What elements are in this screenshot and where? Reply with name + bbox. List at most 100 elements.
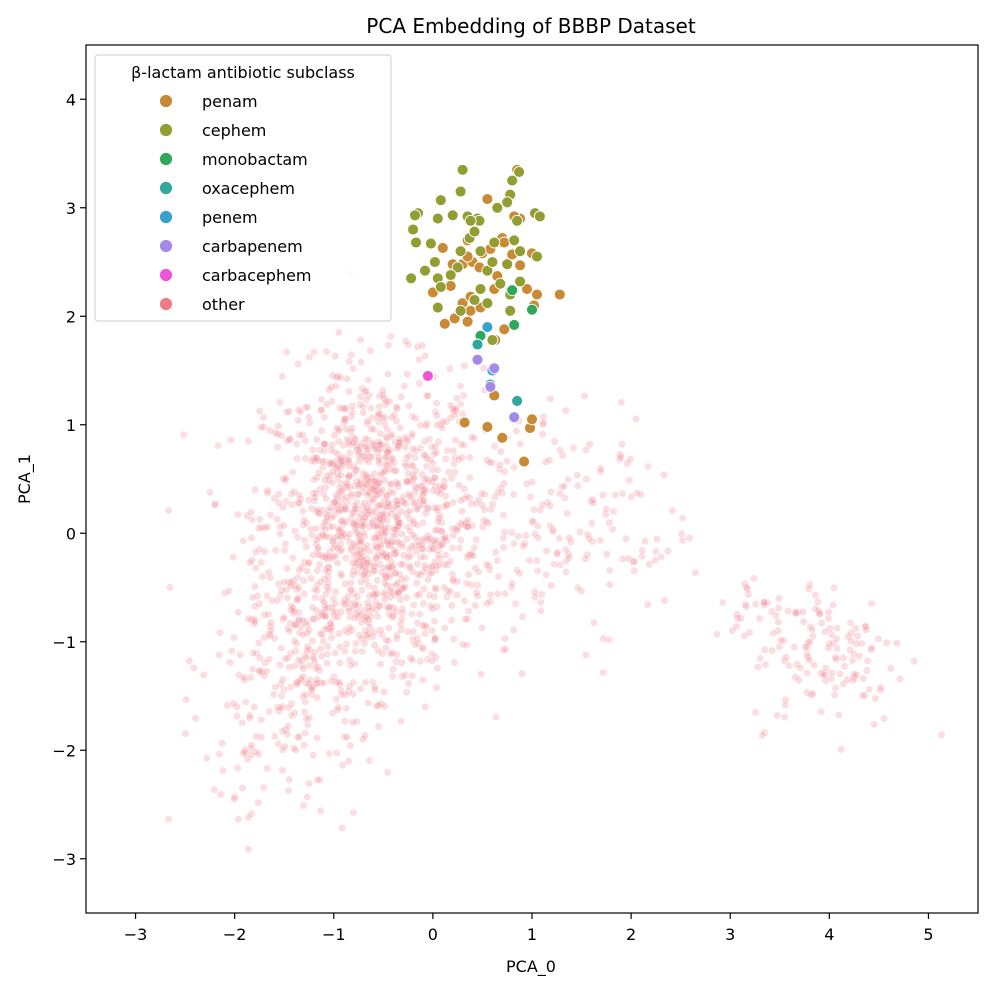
point-other <box>608 525 617 534</box>
point-penam <box>531 288 543 301</box>
point-other <box>397 615 406 624</box>
point-other <box>344 628 353 637</box>
point-other <box>406 552 415 560</box>
point-other <box>318 457 327 466</box>
point-other <box>370 641 379 650</box>
point-other <box>355 538 364 547</box>
point-other <box>325 547 334 556</box>
point-other <box>322 517 331 526</box>
point-other <box>273 515 281 524</box>
point-other <box>294 678 302 686</box>
point-other <box>466 551 475 560</box>
point-other <box>336 374 345 382</box>
point-other <box>449 446 457 455</box>
point-other <box>367 473 375 482</box>
point-other <box>278 727 287 735</box>
point-other <box>314 508 323 517</box>
point-other <box>528 517 536 526</box>
point-other <box>420 561 429 570</box>
point-other <box>365 607 374 615</box>
point-other <box>326 619 335 628</box>
point-other <box>629 558 638 566</box>
point-other <box>767 607 776 616</box>
point-other <box>411 453 419 462</box>
point-other <box>358 647 367 656</box>
point-other <box>457 453 466 462</box>
point-other <box>436 489 445 498</box>
point-other <box>300 590 309 598</box>
point-other <box>349 433 358 442</box>
point-other <box>377 568 386 577</box>
point-other <box>586 497 595 505</box>
point-other <box>392 608 401 616</box>
point-other <box>337 487 346 496</box>
point-other <box>316 644 325 653</box>
point-other <box>456 382 465 390</box>
point-other <box>418 621 427 630</box>
point-other <box>336 547 345 555</box>
point-other <box>373 444 382 453</box>
point-other <box>390 549 399 558</box>
point-other <box>427 443 436 451</box>
point-other <box>418 535 427 544</box>
point-other <box>387 479 396 488</box>
point-other <box>728 626 737 635</box>
point-other <box>503 457 511 465</box>
point-other <box>363 503 372 512</box>
point-other <box>467 433 476 441</box>
point-other <box>397 625 406 634</box>
point-other <box>368 476 376 485</box>
point-other <box>363 417 372 425</box>
point-other <box>332 678 341 686</box>
point-other <box>368 603 377 612</box>
point-other <box>232 712 241 721</box>
point-other <box>743 585 752 594</box>
point-other <box>263 489 272 498</box>
point-other <box>409 627 418 636</box>
point-other <box>431 408 440 416</box>
point-other <box>285 407 294 416</box>
point-other <box>312 540 320 548</box>
point-cephem <box>513 165 526 178</box>
point-other <box>561 406 570 415</box>
point-other <box>364 619 373 628</box>
point-other <box>844 632 853 641</box>
point-other <box>381 467 390 476</box>
point-other <box>337 571 346 580</box>
point-penam <box>458 416 471 429</box>
point-other <box>542 547 551 555</box>
point-other <box>312 435 321 444</box>
point-other <box>322 347 331 356</box>
point-other <box>345 530 354 538</box>
point-other <box>301 436 310 445</box>
point-other <box>430 636 439 645</box>
point-other <box>321 604 329 613</box>
point-other <box>395 439 403 447</box>
point-other <box>359 735 367 743</box>
point-other <box>321 525 330 534</box>
point-other <box>455 544 464 552</box>
point-other <box>677 529 686 538</box>
point-other <box>441 551 450 559</box>
point-other <box>624 554 633 563</box>
point-other <box>384 637 393 645</box>
point-other <box>422 391 431 400</box>
point-other <box>420 475 429 484</box>
point-other <box>234 671 243 679</box>
point-other <box>499 543 508 552</box>
point-other <box>421 509 430 518</box>
point-other <box>464 550 473 559</box>
point-other <box>361 626 370 635</box>
point-other <box>533 522 542 531</box>
point-other <box>438 541 447 549</box>
point-other <box>553 550 561 558</box>
legend-label-carbapenem: carbapenem <box>202 237 303 256</box>
point-other <box>372 554 381 563</box>
point-other <box>431 635 440 643</box>
point-cephem <box>434 281 447 293</box>
point-other <box>358 384 367 393</box>
point-other <box>255 667 264 676</box>
point-other <box>380 413 389 422</box>
point-other <box>418 541 427 549</box>
point-other <box>298 507 307 516</box>
